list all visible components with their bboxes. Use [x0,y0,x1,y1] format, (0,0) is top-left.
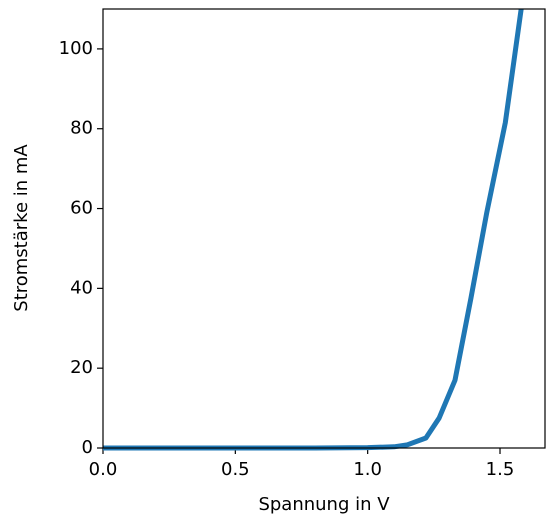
y-tick-label: 20 [70,357,93,378]
x-tick-label: 0.0 [89,459,118,480]
y-tick-label: 100 [59,38,93,59]
data-line [103,8,524,451]
plot-frame [102,8,546,449]
y-tick-label: 40 [70,277,93,298]
x-tick-label: 0.5 [221,459,250,480]
y-tick-label: 60 [70,198,93,219]
y-tick-label: 80 [70,118,93,139]
y-tick-label: 0 [82,437,93,458]
x-tick-label: 1.5 [486,459,515,480]
x-tick-label: 1.0 [353,459,382,480]
y-axis-label: Stromstärke in mA [11,144,32,312]
x-axis-label: Spannung in V [258,494,390,515]
